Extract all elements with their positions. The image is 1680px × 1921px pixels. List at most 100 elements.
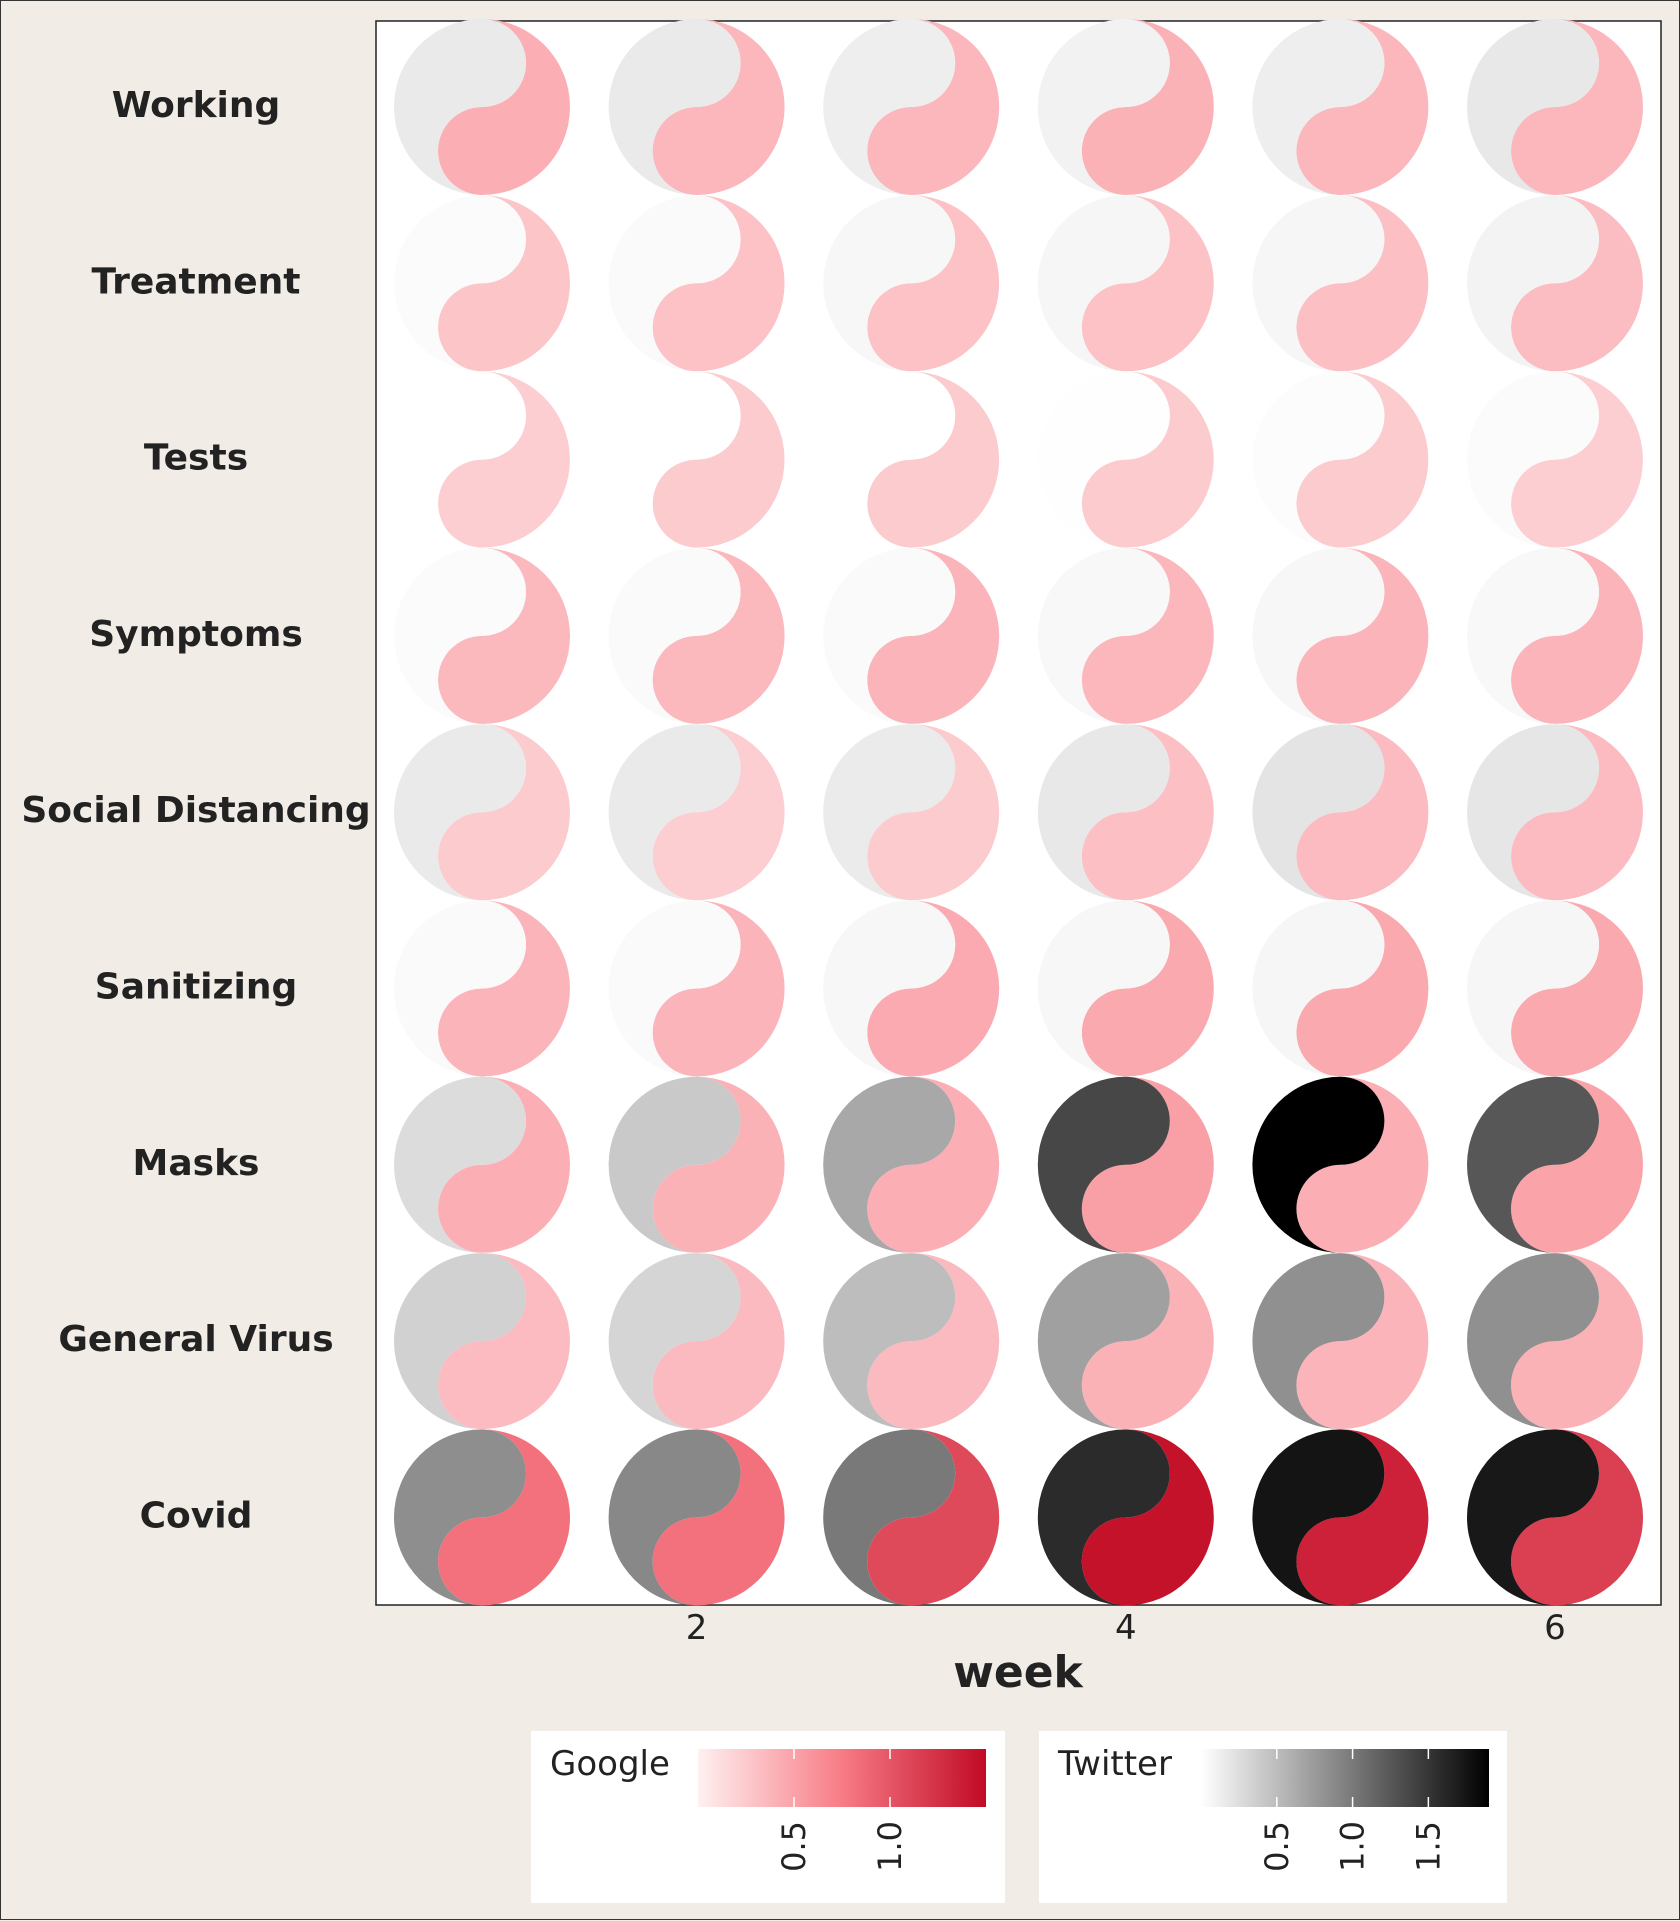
glyph-twitter-social-distancing-week-6 (1467, 724, 1600, 901)
glyph-twitter-general-virus-week-5 (1252, 1253, 1385, 1430)
glyph-twitter-covid-week-5 (1252, 1429, 1385, 1606)
glyph-google-sanitizing-week-2 (652, 900, 785, 1077)
glyph-layer (394, 19, 1644, 1606)
glyph-twitter-masks-week-6 (1467, 1076, 1600, 1253)
glyph-twitter-social-distancing-week-4 (1037, 724, 1170, 901)
glyph-twitter-covid-week-1 (394, 1429, 527, 1606)
glyph-google-covid-week-6 (1511, 1429, 1644, 1606)
glyph-twitter-working-week-5 (1252, 19, 1385, 195)
y-label-working: Working (112, 85, 281, 126)
glyph-google-general-virus-week-1 (438, 1253, 571, 1430)
glyph-google-working-week-4 (1081, 19, 1214, 195)
glyph-google-treatment-week-1 (438, 195, 570, 372)
y-label-symptoms: Symptoms (89, 614, 303, 655)
glyph-google-working-week-3 (867, 19, 1000, 195)
glyph-google-treatment-week-6 (1511, 195, 1643, 372)
glyph-google-sanitizing-week-4 (1081, 900, 1214, 1077)
glyph-google-masks-week-6 (1511, 1076, 1644, 1253)
glyph-twitter-sanitizing-week-4 (1037, 900, 1170, 1077)
glyph-twitter-social-distancing-week-3 (823, 724, 956, 901)
glyph-google-sanitizing-week-1 (438, 900, 571, 1077)
glyph-google-treatment-week-5 (1296, 195, 1429, 372)
glyph-twitter-working-week-6 (1467, 19, 1599, 195)
glyph-twitter-treatment-week-6 (1467, 195, 1599, 372)
glyph-google-symptoms-week-6 (1511, 547, 1644, 724)
legend-twitter-ticks: 0.5 1.0 1.5 (1258, 1749, 1447, 1872)
glyph-twitter-general-virus-week-1 (394, 1253, 527, 1430)
glyph-twitter-general-virus-week-6 (1467, 1253, 1600, 1430)
glyph-twitter-treatment-week-1 (394, 195, 526, 372)
glyph-google-general-virus-week-5 (1296, 1253, 1429, 1430)
glyph-google-covid-week-4 (1081, 1429, 1214, 1606)
glyph-google-sanitizing-week-6 (1511, 900, 1644, 1077)
legend-twitter-tick-1.0: 1.0 (1334, 1821, 1372, 1872)
glyph-google-general-virus-week-2 (652, 1253, 785, 1430)
y-label-social-distancing: Social Distancing (21, 790, 370, 831)
glyph-twitter-covid-week-6 (1467, 1429, 1600, 1606)
y-label-masks: Masks (133, 1143, 260, 1184)
glyph-twitter-tests-week-6 (1467, 371, 1600, 548)
glyph-twitter-sanitizing-week-1 (394, 900, 527, 1077)
x-tick-2: 2 (686, 1608, 708, 1648)
glyph-google-tests-week-2 (652, 371, 785, 548)
legend-google-tick-0.5: 0.5 (775, 1821, 813, 1872)
plot-panel (375, 20, 1662, 1606)
glyph-twitter-tests-week-5 (1252, 371, 1385, 548)
glyph-twitter-symptoms-week-6 (1467, 547, 1600, 724)
legend-google-tick-1.0: 1.0 (871, 1821, 909, 1872)
glyph-google-social-distancing-week-4 (1081, 724, 1214, 901)
glyph-google-symptoms-week-3 (867, 547, 1000, 724)
glyph-google-masks-week-2 (652, 1076, 785, 1253)
glyph-twitter-symptoms-week-4 (1037, 547, 1170, 724)
y-label-tests: Tests (144, 438, 248, 479)
glyph-twitter-tests-week-1 (394, 371, 527, 548)
glyph-google-working-week-2 (652, 19, 785, 195)
glyph-twitter-treatment-week-3 (823, 195, 956, 372)
legend-google-title: Google (550, 1744, 670, 1784)
glyph-twitter-general-virus-week-4 (1037, 1253, 1170, 1430)
glyph-google-tests-week-6 (1511, 371, 1643, 548)
glyph-twitter-sanitizing-week-3 (823, 900, 956, 1077)
glyph-twitter-social-distancing-week-2 (608, 724, 741, 901)
legend-google-colorbar (698, 1749, 986, 1807)
glyph-google-masks-week-4 (1081, 1076, 1214, 1253)
glyph-google-social-distancing-week-1 (438, 724, 571, 901)
glyph-twitter-masks-week-3 (823, 1076, 956, 1253)
glyph-twitter-masks-week-4 (1037, 1076, 1170, 1253)
legend-twitter-colorbar (1201, 1749, 1489, 1807)
glyph-google-tests-week-1 (438, 371, 570, 548)
glyph-google-social-distancing-week-5 (1296, 724, 1429, 901)
glyph-google-symptoms-week-5 (1296, 547, 1429, 724)
glyph-twitter-treatment-week-5 (1252, 195, 1385, 372)
x-axis-title: week (953, 1647, 1084, 1698)
glyph-twitter-masks-week-1 (394, 1076, 527, 1253)
glyph-google-sanitizing-week-5 (1296, 900, 1429, 1077)
glyph-google-covid-week-1 (438, 1429, 571, 1606)
glyph-twitter-symptoms-week-2 (608, 547, 741, 724)
legend-google-ticks: 0.5 1.0 (775, 1749, 909, 1872)
glyph-twitter-symptoms-week-5 (1252, 547, 1385, 724)
glyph-google-working-week-6 (1511, 19, 1643, 195)
x-tick-6: 6 (1544, 1608, 1566, 1648)
y-axis-labels: Working Treatment Tests Symptoms Social Dist… (21, 85, 370, 1536)
legend-twitter: Twitter 0.5 1.0 1.5 (1039, 1731, 1507, 1903)
glyph-twitter-general-virus-week-3 (823, 1253, 956, 1430)
glyph-google-tests-week-4 (1081, 371, 1214, 548)
glyph-twitter-tests-week-4 (1037, 371, 1170, 548)
glyph-twitter-social-distancing-week-5 (1252, 724, 1385, 901)
glyph-twitter-covid-week-4 (1037, 1429, 1170, 1606)
glyph-twitter-treatment-week-2 (608, 195, 741, 372)
glyph-twitter-working-week-2 (608, 19, 741, 195)
legend-google: Google 0.5 1.0 (531, 1731, 1005, 1903)
glyph-twitter-tests-week-2 (608, 371, 741, 548)
glyph-twitter-covid-week-3 (823, 1429, 956, 1606)
y-label-general-virus: General Virus (58, 1319, 333, 1360)
glyph-google-general-virus-week-6 (1511, 1253, 1644, 1430)
glyph-google-social-distancing-week-2 (652, 724, 785, 901)
glyph-twitter-working-week-4 (1037, 19, 1170, 195)
glyph-twitter-tests-week-3 (823, 371, 956, 548)
glyph-twitter-sanitizing-week-6 (1467, 900, 1600, 1077)
glyph-google-treatment-week-3 (867, 195, 1000, 372)
glyph-twitter-treatment-week-4 (1037, 195, 1170, 372)
